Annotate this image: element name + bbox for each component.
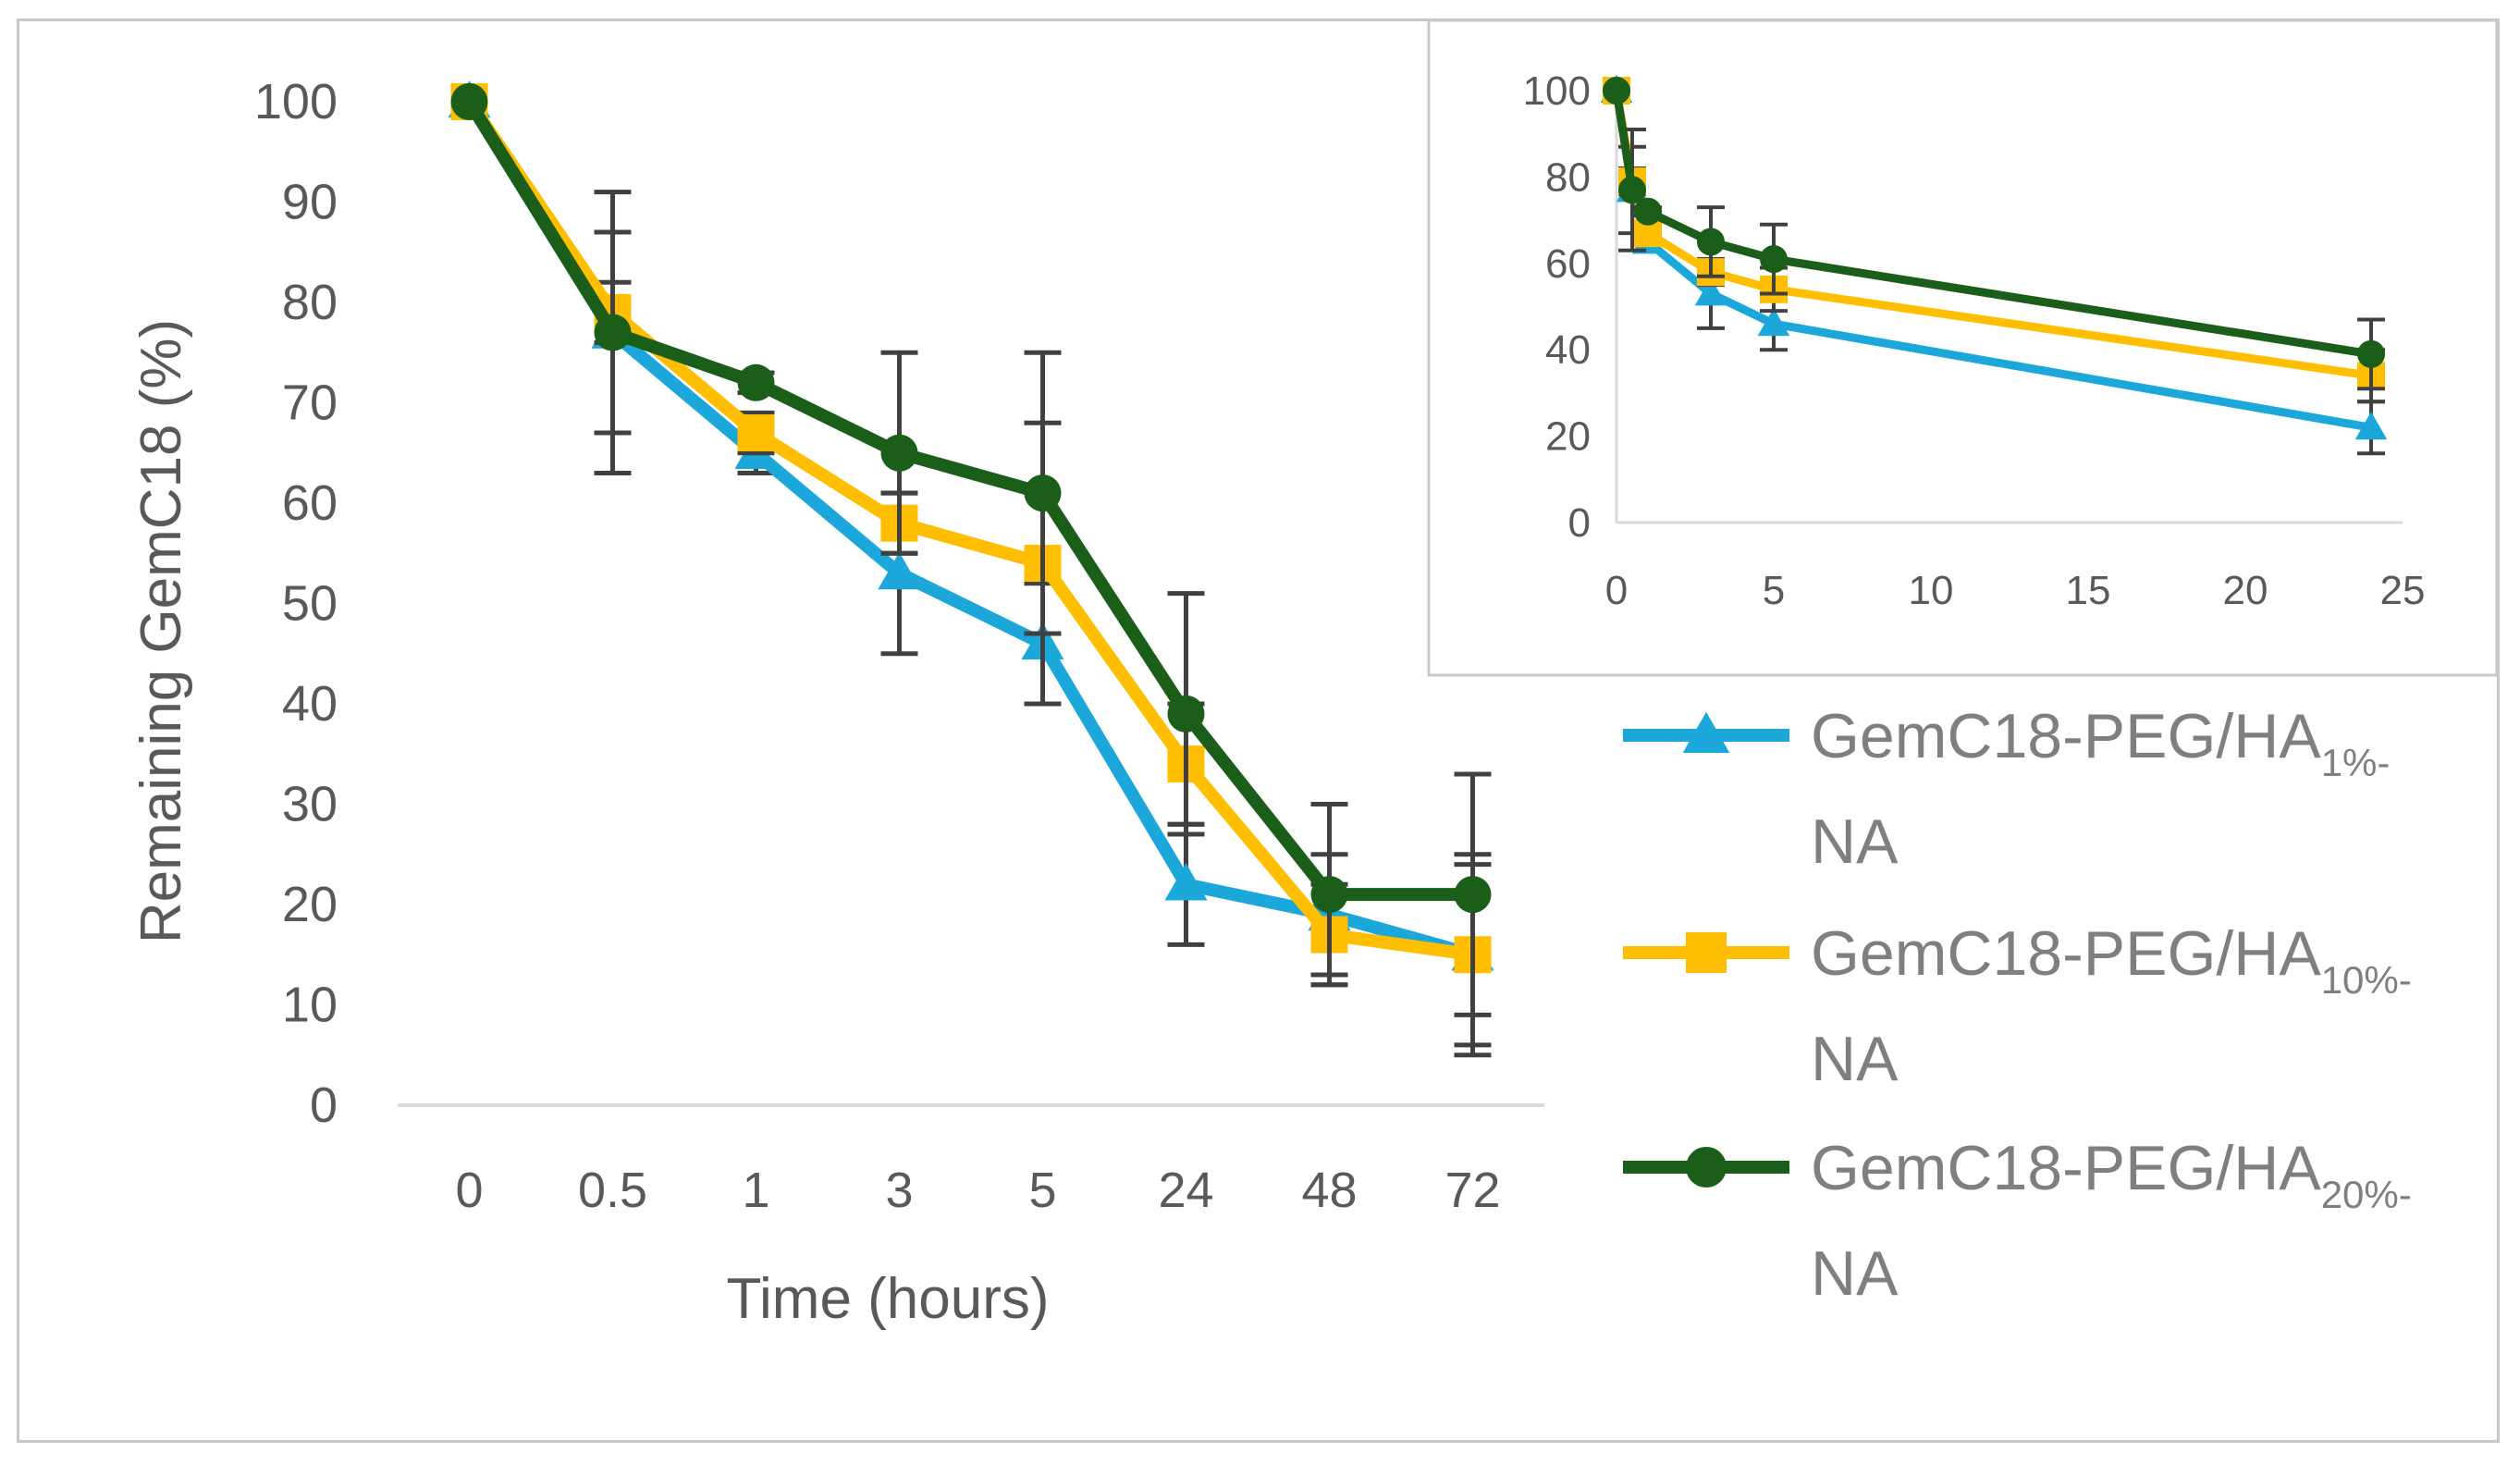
inset-data-point (2354, 412, 2388, 440)
inset-series-3 (1603, 77, 2385, 391)
series-line (463, 98, 1474, 962)
inset-data-point (1757, 307, 1790, 337)
y-axis-title: Remaining GemC18 (%) (129, 319, 193, 943)
legend-label-subscript: 10%- (2321, 958, 2412, 1002)
inset-data-point (1760, 245, 1788, 274)
data-point (450, 83, 488, 120)
inset-x-tick-label: 5 (1763, 568, 1785, 613)
data-point (594, 314, 632, 351)
x-tick-label: 1 (742, 1163, 769, 1218)
data-point (1167, 695, 1205, 732)
legend-label: GemC18-PEG/HA10%- (1811, 918, 2412, 1002)
inset-data-point (1618, 176, 1646, 204)
legend-label-main: GemC18-PEG/HA (1811, 701, 2321, 771)
legend-label: GemC18-PEG/HA20%- (1811, 1133, 2412, 1216)
inset-data-point (1603, 77, 1630, 105)
y-tick-label: 20 (282, 877, 338, 932)
data-point (1024, 474, 1062, 512)
series-3 (450, 83, 1492, 1017)
inset-y-tick-label: 0 (1568, 500, 1591, 546)
inset-y-tick-label: 40 (1545, 327, 1591, 373)
y-tick-label: 10 (282, 978, 338, 1033)
inset-x-tick-label: 20 (2223, 568, 2268, 613)
data-point (1310, 876, 1348, 914)
x-tick-label: 3 (885, 1163, 913, 1218)
x-tick-label: 48 (1301, 1163, 1357, 1218)
legend-label-line2: NA (1811, 1024, 1899, 1094)
legend-item-2: GemC18-PEG/HA10%- NA (1623, 918, 2412, 1094)
y-tick-label: 70 (282, 375, 338, 431)
inset-data-point (2357, 339, 2385, 368)
inset-y-tick-label: 20 (1545, 414, 1591, 460)
legend-label: GemC18-PEG/HA1%- (1811, 701, 2390, 784)
y-tick-label: 90 (282, 175, 338, 230)
data-point (737, 363, 775, 401)
inset-x-tick-label: 10 (1909, 568, 1954, 613)
x-tick-label: 5 (1028, 1163, 1056, 1218)
legend-item-1: GemC18-PEG/HA1%- NA (1623, 701, 2390, 877)
data-point (1454, 876, 1492, 914)
inset-data-point (1697, 228, 1725, 256)
x-tick-label: 0 (455, 1163, 483, 1218)
data-point (737, 414, 775, 452)
legend-swatch-marker (1686, 1147, 1727, 1188)
legend: GemC18-PEG/HA1%-NAGemC18-PEG/HA10%-NAGem… (1623, 701, 2412, 1309)
inset-chart: 0 20 40 60 80 100 0 5 10 15 20 25 (1427, 18, 2499, 677)
x-tick-label: 24 (1158, 1163, 1213, 1218)
inset-x-tick-label: 0 (1605, 568, 1628, 613)
y-tick-label: 50 (282, 576, 338, 632)
legend-label-subscript: 1%- (2321, 741, 2391, 784)
y-tick-label: 100 (254, 74, 338, 129)
data-point (880, 434, 918, 472)
data-point (878, 551, 921, 590)
data-point (1164, 863, 1208, 901)
legend-swatch-marker (1682, 711, 1730, 753)
legend-swatch-marker (1686, 932, 1727, 973)
x-tick-label: 0.5 (578, 1163, 647, 1218)
x-axis-title: Time (hours) (726, 1267, 1049, 1331)
x-tick-label: 72 (1444, 1163, 1500, 1218)
y-tick-label: 0 (310, 1077, 338, 1133)
series-line (463, 98, 1475, 961)
inset-data-point (1634, 197, 1662, 226)
main-chart: 0 10 20 30 40 50 60 70 80 90 100 0 0.5 1 3 5 24 48 72 Time … (129, 74, 1544, 1331)
legend-label-line2: NA (1811, 806, 1899, 877)
y-tick-label: 40 (282, 676, 338, 732)
inset-y-tick-label: 100 (1523, 68, 1591, 114)
inset-series-line (1612, 90, 2372, 359)
y-tick-label: 60 (282, 475, 338, 531)
legend-item-3: GemC18-PEG/HA20%- NA (1623, 1133, 2412, 1309)
legend-label-main: GemC18-PEG/HA (1811, 1133, 2321, 1203)
inset-y-tick-label: 60 (1545, 241, 1591, 287)
inset-x-tick-label: 25 (2380, 568, 2426, 613)
legend-label-line2: NA (1811, 1238, 1899, 1309)
legend-label-main: GemC18-PEG/HA (1811, 918, 2321, 989)
series-line (463, 98, 1473, 902)
inset-x-tick-label: 15 (2066, 568, 2111, 613)
y-tick-label: 80 (282, 275, 338, 330)
y-tick-label: 30 (282, 777, 338, 832)
legend-label-subscript: 20%- (2321, 1173, 2412, 1216)
inset-data-point (1694, 277, 1727, 306)
inset-y-tick-label: 80 (1545, 154, 1591, 200)
